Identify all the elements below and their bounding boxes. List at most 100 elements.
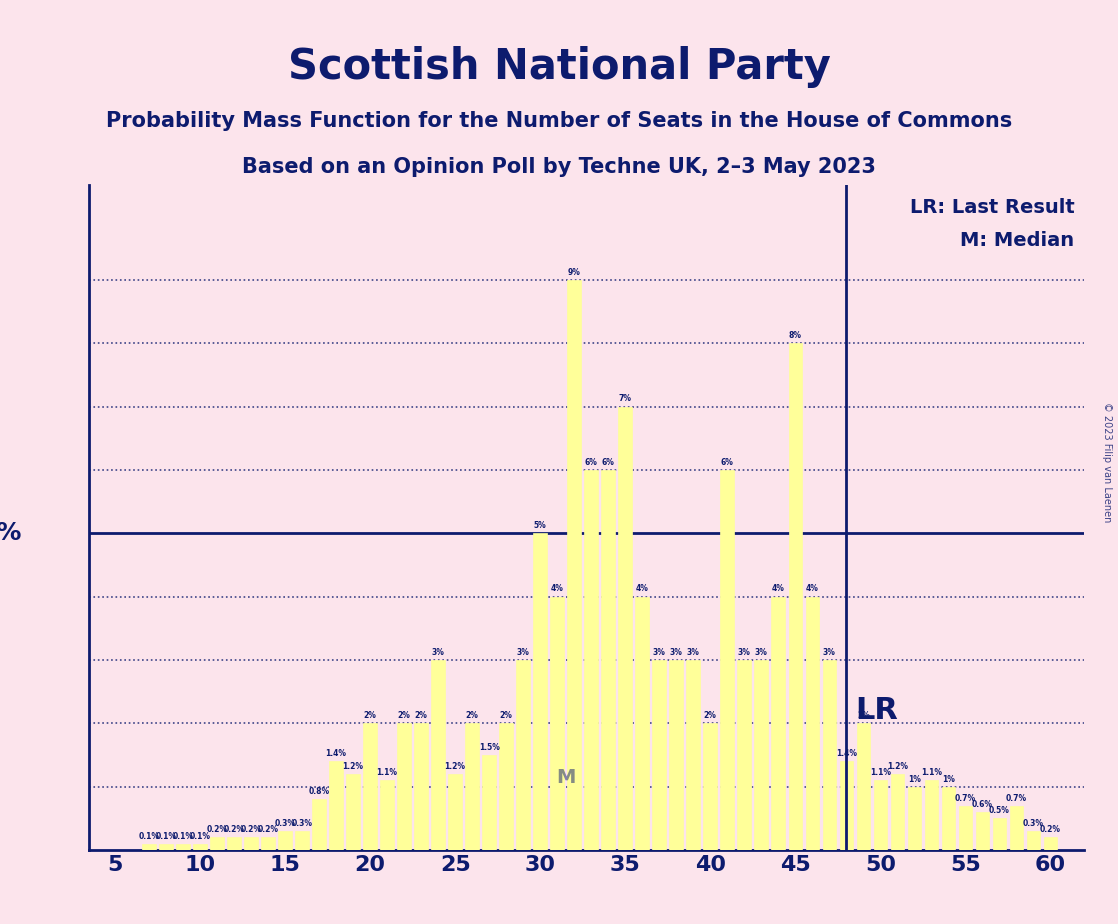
Bar	[500, 723, 513, 850]
Bar	[465, 723, 479, 850]
Bar	[533, 533, 547, 850]
Bar	[415, 723, 428, 850]
Bar	[788, 343, 802, 850]
Text: 0.2%: 0.2%	[224, 825, 245, 834]
Bar	[840, 761, 853, 850]
Bar	[823, 660, 836, 850]
Text: 2%: 2%	[415, 711, 427, 720]
Text: 0.8%: 0.8%	[309, 787, 330, 796]
Bar	[482, 755, 496, 850]
Bar	[380, 781, 394, 850]
Bar	[363, 723, 377, 850]
Text: © 2023 Filip van Laenen: © 2023 Filip van Laenen	[1102, 402, 1112, 522]
Text: 2%: 2%	[704, 711, 717, 720]
Text: 3%: 3%	[738, 648, 750, 657]
Text: 1.2%: 1.2%	[445, 762, 465, 771]
Text: 6%: 6%	[721, 457, 733, 467]
Text: 2%: 2%	[398, 711, 410, 720]
Bar	[193, 844, 207, 850]
Text: 1.4%: 1.4%	[836, 749, 856, 759]
Bar	[635, 597, 650, 850]
Text: 1.1%: 1.1%	[377, 768, 398, 777]
Text: 0.5%: 0.5%	[989, 807, 1010, 815]
Text: M: M	[556, 768, 576, 786]
Bar	[177, 844, 190, 850]
Bar	[1043, 837, 1058, 850]
Bar	[448, 774, 462, 850]
Text: 3%: 3%	[432, 648, 445, 657]
Bar	[347, 774, 360, 850]
Text: Probability Mass Function for the Number of Seats in the House of Commons: Probability Mass Function for the Number…	[106, 111, 1012, 131]
Text: 0.2%: 0.2%	[257, 825, 278, 834]
Text: 0.1%: 0.1%	[155, 832, 177, 841]
Bar	[856, 723, 870, 850]
Text: 5%: 5%	[533, 521, 547, 530]
Text: 1.2%: 1.2%	[342, 762, 363, 771]
Bar	[908, 786, 921, 850]
Text: Based on an Opinion Poll by Techne UK, 2–3 May 2023: Based on an Opinion Poll by Techne UK, 2…	[243, 157, 875, 177]
Text: 2%: 2%	[500, 711, 512, 720]
Text: 2%: 2%	[466, 711, 479, 720]
Text: 3%: 3%	[755, 648, 768, 657]
Bar	[295, 831, 309, 850]
Text: 0.2%: 0.2%	[1040, 825, 1061, 834]
Bar	[891, 774, 904, 850]
Text: Scottish National Party: Scottish National Party	[287, 46, 831, 88]
Text: 0.3%: 0.3%	[292, 819, 313, 828]
Bar	[278, 831, 292, 850]
Text: 0.6%: 0.6%	[972, 800, 993, 808]
Bar	[755, 660, 768, 850]
Text: 0.2%: 0.2%	[240, 825, 262, 834]
Text: 1.1%: 1.1%	[870, 768, 891, 777]
Bar	[244, 837, 258, 850]
Text: 0.7%: 0.7%	[1006, 794, 1027, 803]
Bar	[618, 407, 632, 850]
Text: LR: LR	[855, 696, 898, 725]
Text: 3%: 3%	[823, 648, 836, 657]
Bar	[993, 819, 1006, 850]
Bar	[653, 660, 666, 850]
Text: 1.1%: 1.1%	[921, 768, 941, 777]
Bar	[738, 660, 751, 850]
Text: 1.2%: 1.2%	[887, 762, 908, 771]
Bar	[941, 786, 955, 850]
Bar	[432, 660, 445, 850]
Bar	[550, 597, 563, 850]
Text: 4%: 4%	[636, 585, 648, 593]
Bar	[517, 660, 530, 850]
Bar	[805, 597, 819, 850]
Text: 0.3%: 0.3%	[1023, 819, 1044, 828]
Text: M: Median: M: Median	[960, 231, 1074, 250]
Bar	[1010, 806, 1023, 850]
Bar	[1026, 831, 1040, 850]
Bar	[976, 812, 989, 850]
Text: 3%: 3%	[517, 648, 530, 657]
Bar	[397, 723, 411, 850]
Text: 1%: 1%	[942, 774, 955, 784]
Text: 3%: 3%	[670, 648, 683, 657]
Text: 4%: 4%	[806, 585, 818, 593]
Text: 3%: 3%	[653, 648, 665, 657]
Text: 2%: 2%	[363, 711, 377, 720]
Text: 0.1%: 0.1%	[172, 832, 193, 841]
Text: 4%: 4%	[551, 585, 563, 593]
Text: 1%: 1%	[908, 774, 921, 784]
Text: 0.7%: 0.7%	[955, 794, 976, 803]
Bar	[142, 844, 155, 850]
Text: 6%: 6%	[601, 457, 615, 467]
Bar	[330, 761, 343, 850]
Bar	[720, 470, 735, 850]
Text: 1.5%: 1.5%	[479, 743, 500, 752]
Bar	[686, 660, 700, 850]
Bar	[670, 660, 683, 850]
Bar	[210, 837, 224, 850]
Text: 4%: 4%	[771, 585, 785, 593]
Bar	[568, 280, 581, 850]
Bar	[703, 723, 717, 850]
Text: 1.4%: 1.4%	[325, 749, 347, 759]
Bar	[873, 781, 888, 850]
Text: 0.3%: 0.3%	[275, 819, 295, 828]
Bar	[958, 806, 973, 850]
Bar	[601, 470, 615, 850]
Text: 0.1%: 0.1%	[139, 832, 160, 841]
